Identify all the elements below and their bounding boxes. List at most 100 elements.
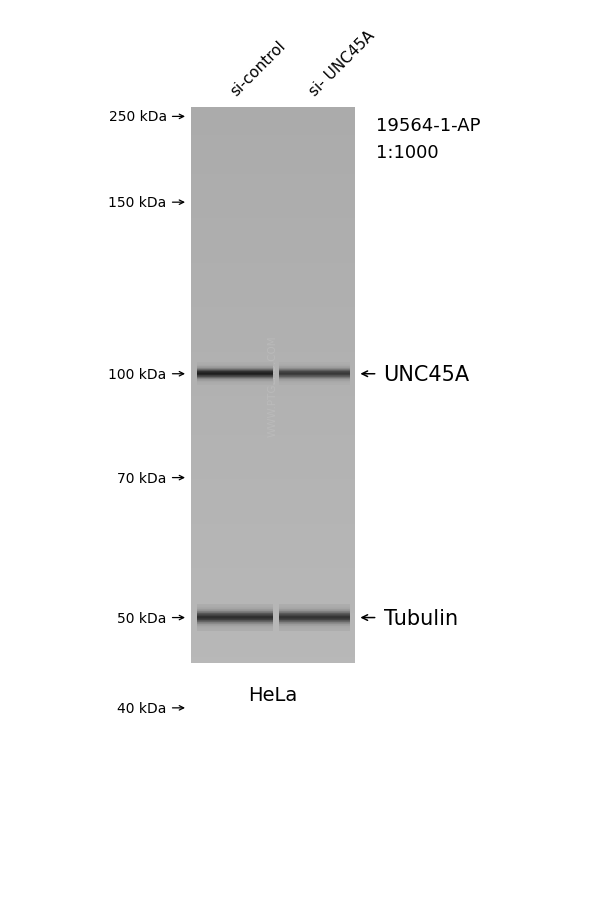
Bar (191, 635, 355, 640)
Bar (191, 619, 355, 624)
Bar (191, 208, 355, 214)
Bar (191, 496, 355, 502)
Bar (191, 513, 355, 519)
Bar (191, 647, 355, 652)
Bar (191, 557, 355, 563)
Bar (191, 441, 355, 446)
Bar (191, 364, 355, 369)
Bar (191, 602, 355, 608)
Bar (191, 341, 355, 346)
Bar (191, 114, 355, 119)
Bar (191, 297, 355, 302)
Bar (191, 608, 355, 613)
Bar (191, 175, 355, 180)
Bar (191, 235, 355, 242)
Bar (191, 330, 355, 336)
Text: si- UNC45A: si- UNC45A (307, 28, 378, 99)
Bar (191, 108, 355, 114)
Bar (191, 119, 355, 124)
Bar (191, 580, 355, 585)
Bar (191, 302, 355, 308)
Bar (191, 258, 355, 263)
Bar (191, 596, 355, 602)
Bar (191, 380, 355, 386)
Bar (191, 552, 355, 557)
Bar (191, 436, 355, 441)
Bar (191, 263, 355, 269)
Bar (191, 269, 355, 274)
Bar (191, 419, 355, 425)
Bar (191, 158, 355, 164)
Bar (191, 286, 355, 291)
Bar (191, 142, 355, 147)
Bar (191, 408, 355, 413)
Bar (191, 136, 355, 142)
Bar (191, 275, 355, 281)
Bar (191, 203, 355, 208)
Text: 19564-1-AP
1:1000: 19564-1-AP 1:1000 (376, 117, 480, 161)
Bar (191, 413, 355, 419)
Bar (191, 485, 355, 491)
Bar (191, 281, 355, 286)
Bar (191, 386, 355, 391)
Text: 250 kDa: 250 kDa (108, 110, 167, 124)
Bar (191, 180, 355, 186)
Bar (191, 464, 355, 469)
Bar (191, 585, 355, 591)
Bar (191, 314, 355, 319)
Bar (191, 430, 355, 436)
Text: UNC45A: UNC45A (384, 364, 470, 384)
Text: Tubulin: Tubulin (384, 608, 458, 628)
Bar (191, 502, 355, 508)
Bar (191, 225, 355, 230)
Bar (191, 575, 355, 580)
Bar (191, 391, 355, 397)
Bar (191, 170, 355, 175)
Bar (191, 402, 355, 408)
Bar (191, 253, 355, 258)
Bar (191, 147, 355, 152)
Bar (191, 131, 355, 136)
Bar (191, 397, 355, 402)
Bar (191, 519, 355, 524)
Bar (191, 547, 355, 552)
Bar (191, 358, 355, 364)
Bar (191, 541, 355, 547)
Bar (191, 353, 355, 358)
Text: 100 kDa: 100 kDa (108, 367, 167, 382)
Bar (191, 524, 355, 529)
Bar (191, 568, 355, 575)
Text: 50 kDa: 50 kDa (118, 611, 167, 625)
Bar (191, 491, 355, 496)
Bar (191, 469, 355, 474)
Bar (191, 457, 355, 464)
Text: 70 kDa: 70 kDa (118, 471, 167, 485)
Bar (191, 563, 355, 568)
Bar (191, 536, 355, 541)
Bar (191, 446, 355, 452)
Bar (191, 186, 355, 191)
Bar (191, 508, 355, 513)
Bar (191, 291, 355, 297)
Bar (191, 529, 355, 536)
Bar (191, 369, 355, 374)
Bar (191, 624, 355, 630)
Bar (191, 591, 355, 596)
Bar (191, 197, 355, 203)
Bar (191, 219, 355, 225)
Bar (191, 247, 355, 253)
Bar (191, 336, 355, 341)
Bar (191, 308, 355, 314)
Bar (191, 191, 355, 197)
Text: HeLa: HeLa (248, 686, 298, 704)
Bar (191, 474, 355, 480)
Bar (191, 658, 355, 663)
Bar (191, 108, 355, 663)
Bar (191, 452, 355, 457)
Bar (191, 230, 355, 235)
Bar (191, 325, 355, 330)
Bar (191, 164, 355, 170)
Bar (191, 652, 355, 658)
Bar (191, 374, 355, 380)
Text: si-control: si-control (227, 39, 288, 99)
